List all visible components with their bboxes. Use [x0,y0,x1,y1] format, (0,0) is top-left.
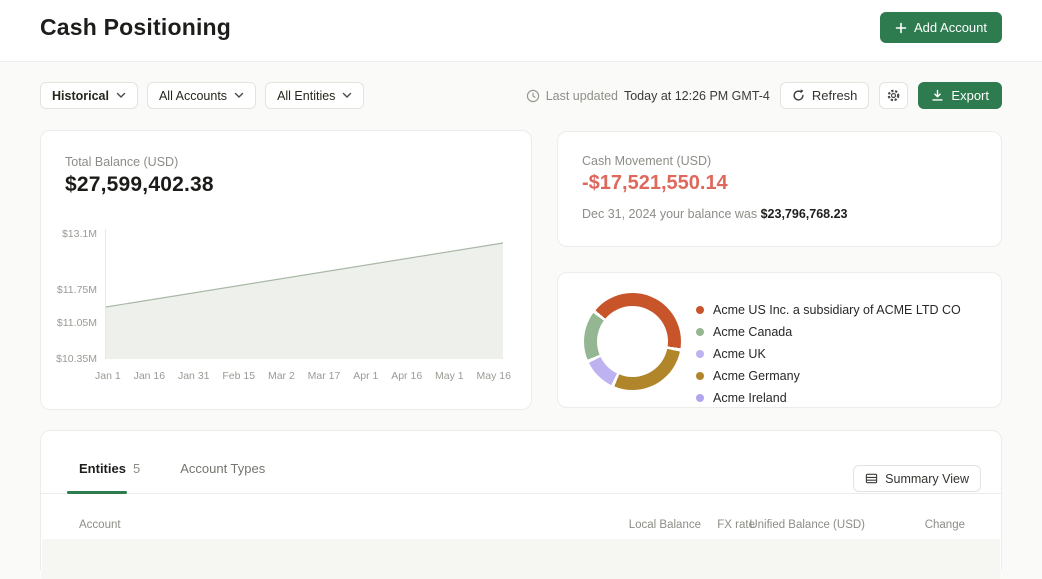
active-tab-underline [67,491,127,494]
filter-dropdown-entities[interactable]: All Entities [265,82,365,109]
refresh-icon [792,89,805,102]
total-balance-label: Total Balance (USD) [65,155,179,169]
x-axis-tick: Apr 1 [353,370,379,382]
tab-count-badge: 5 [132,461,141,476]
filter-dropdown-historical[interactable]: Historical [40,82,138,109]
page-title: Cash Positioning [40,14,232,40]
last-updated: Last updated Today at 12:26 PM GMT-4 [526,89,770,103]
legend-label: Acme Ireland [713,390,787,405]
app-header: Cash Positioning Add Account [0,0,1042,62]
last-updated-prefix: Last updated [545,88,618,103]
tab-label: Account Types [180,461,266,476]
filter-label: All Entities [277,88,336,103]
table-row[interactable] [42,539,1000,579]
entity-legend: Acme US Inc. a subsidiary of ACME LTD CO… [696,302,961,407]
settings-button[interactable] [879,82,909,109]
legend-swatch [696,349,704,358]
table-header-row: Account Local Balance FX rate Unified Ba… [41,511,1001,539]
column-header-fx-rate: FX rate [717,519,755,531]
legend-item: Acme US Inc. a subsidiary of ACME LTD CO [696,302,961,317]
tab-account-types[interactable]: Account Types [180,461,265,476]
summary-view-label: Summary View [885,471,969,486]
column-header-account: Account [79,519,121,531]
x-axis-tick: Apr 16 [391,370,423,382]
summary-view-button[interactable]: Summary View [853,465,981,492]
tabs-divider [41,493,1001,494]
legend-label: Acme Germany [713,368,800,383]
chevron-down-icon [342,92,352,99]
column-header-change: Change [924,519,965,531]
filter-dropdown-accounts[interactable]: All Accounts [146,82,257,109]
balance-area-chart [106,242,503,359]
y-axis-line [105,229,106,359]
entities-table-card: Entities 5 Account Types Summary View Ac… [40,430,1002,579]
x-axis-tick: Mar 2 [267,370,295,382]
x-axis-tick: Jan 31 [177,370,210,382]
legend-label: Acme US Inc. a subsidiary of ACME LTD CO [713,302,961,317]
total-balance-value: $27,599,402.38 [65,173,214,196]
filter-label: Historical [52,88,109,103]
legend-label: Acme Canada [713,324,793,339]
total-balance-card: Total Balance (USD) $27,599,402.38 $13.1… [40,130,532,410]
add-account-label: Add Account [914,20,987,35]
last-updated-value: Today at 12:26 PM GMT-4 [623,88,770,103]
column-header-local-balance: Local Balance [628,519,701,531]
x-axis-tick: Mar 17 [307,370,341,382]
legend-item: Acme Canada [696,324,961,339]
filter-label: All Accounts [158,88,228,103]
y-axis-tick: $10.35M [56,353,97,365]
add-account-button[interactable]: Add Account [880,12,1002,43]
x-axis-tick: May 16 [476,370,511,382]
chevron-down-icon [234,92,244,99]
toolbar-actions: Last updated Today at 12:26 PM GMT-4 Ref… [526,82,1002,109]
tab-entities[interactable]: Entities 5 [79,461,140,476]
x-axis-tick: May 1 [435,370,464,382]
legend-swatch [696,305,704,314]
cash-movement-card: Cash Movement (USD) -$17,521,550.14 Dec … [557,131,1002,247]
x-axis-tick: Feb 15 [222,370,256,382]
legend-item: Acme UK [696,346,961,361]
download-icon [931,89,944,102]
export-button[interactable]: Export [918,82,1002,109]
legend-label: Acme UK [713,346,766,361]
refresh-button[interactable]: Refresh [779,82,870,109]
cash-movement-note-value: $23,796,768.23 [760,207,848,221]
entity-breakdown-card: Acme US Inc. a subsidiary of ACME LTD CO… [557,272,1002,408]
entity-donut-chart [584,293,681,390]
x-axis-tick: Jan 1 [95,370,121,382]
tab-label: Entities [79,461,126,476]
plus-icon [895,22,907,34]
cash-movement-note-prefix: Dec 31, 2024 your balance was [582,207,761,221]
legend-swatch [696,393,704,402]
refresh-label: Refresh [811,88,858,103]
chevron-down-icon [116,92,126,99]
cash-movement-note: Dec 31, 2024 your balance was $23,796,76… [582,207,847,221]
donut-hole [597,306,668,377]
table-tabs: Entities 5 Account Types [79,461,265,476]
gear-icon [886,88,901,103]
summary-view-icon [865,472,878,485]
export-label: Export [951,88,989,103]
cash-movement-value: -$17,521,550.14 [582,172,728,194]
y-axis-tick: $13.1M [61,228,97,240]
cash-movement-label: Cash Movement (USD) [582,154,712,168]
y-axis-tick: $11.05M [56,317,97,329]
column-header-unified-balance: Unified Balance (USD) [749,519,865,531]
x-axis-ticks: Jan 1 Jan 16 Jan 31 Feb 15 Mar 2 Mar 17 … [95,370,511,382]
y-axis-tick: $11.75M [56,284,97,296]
legend-swatch [696,327,704,336]
legend-swatch [696,371,704,380]
legend-item: Acme Germany [696,368,961,383]
x-axis-tick: Jan 16 [133,370,166,382]
legend-item: Acme Ireland [696,390,961,405]
clock-icon [526,89,540,103]
filter-bar: Historical All Accounts All Entities [40,82,365,109]
